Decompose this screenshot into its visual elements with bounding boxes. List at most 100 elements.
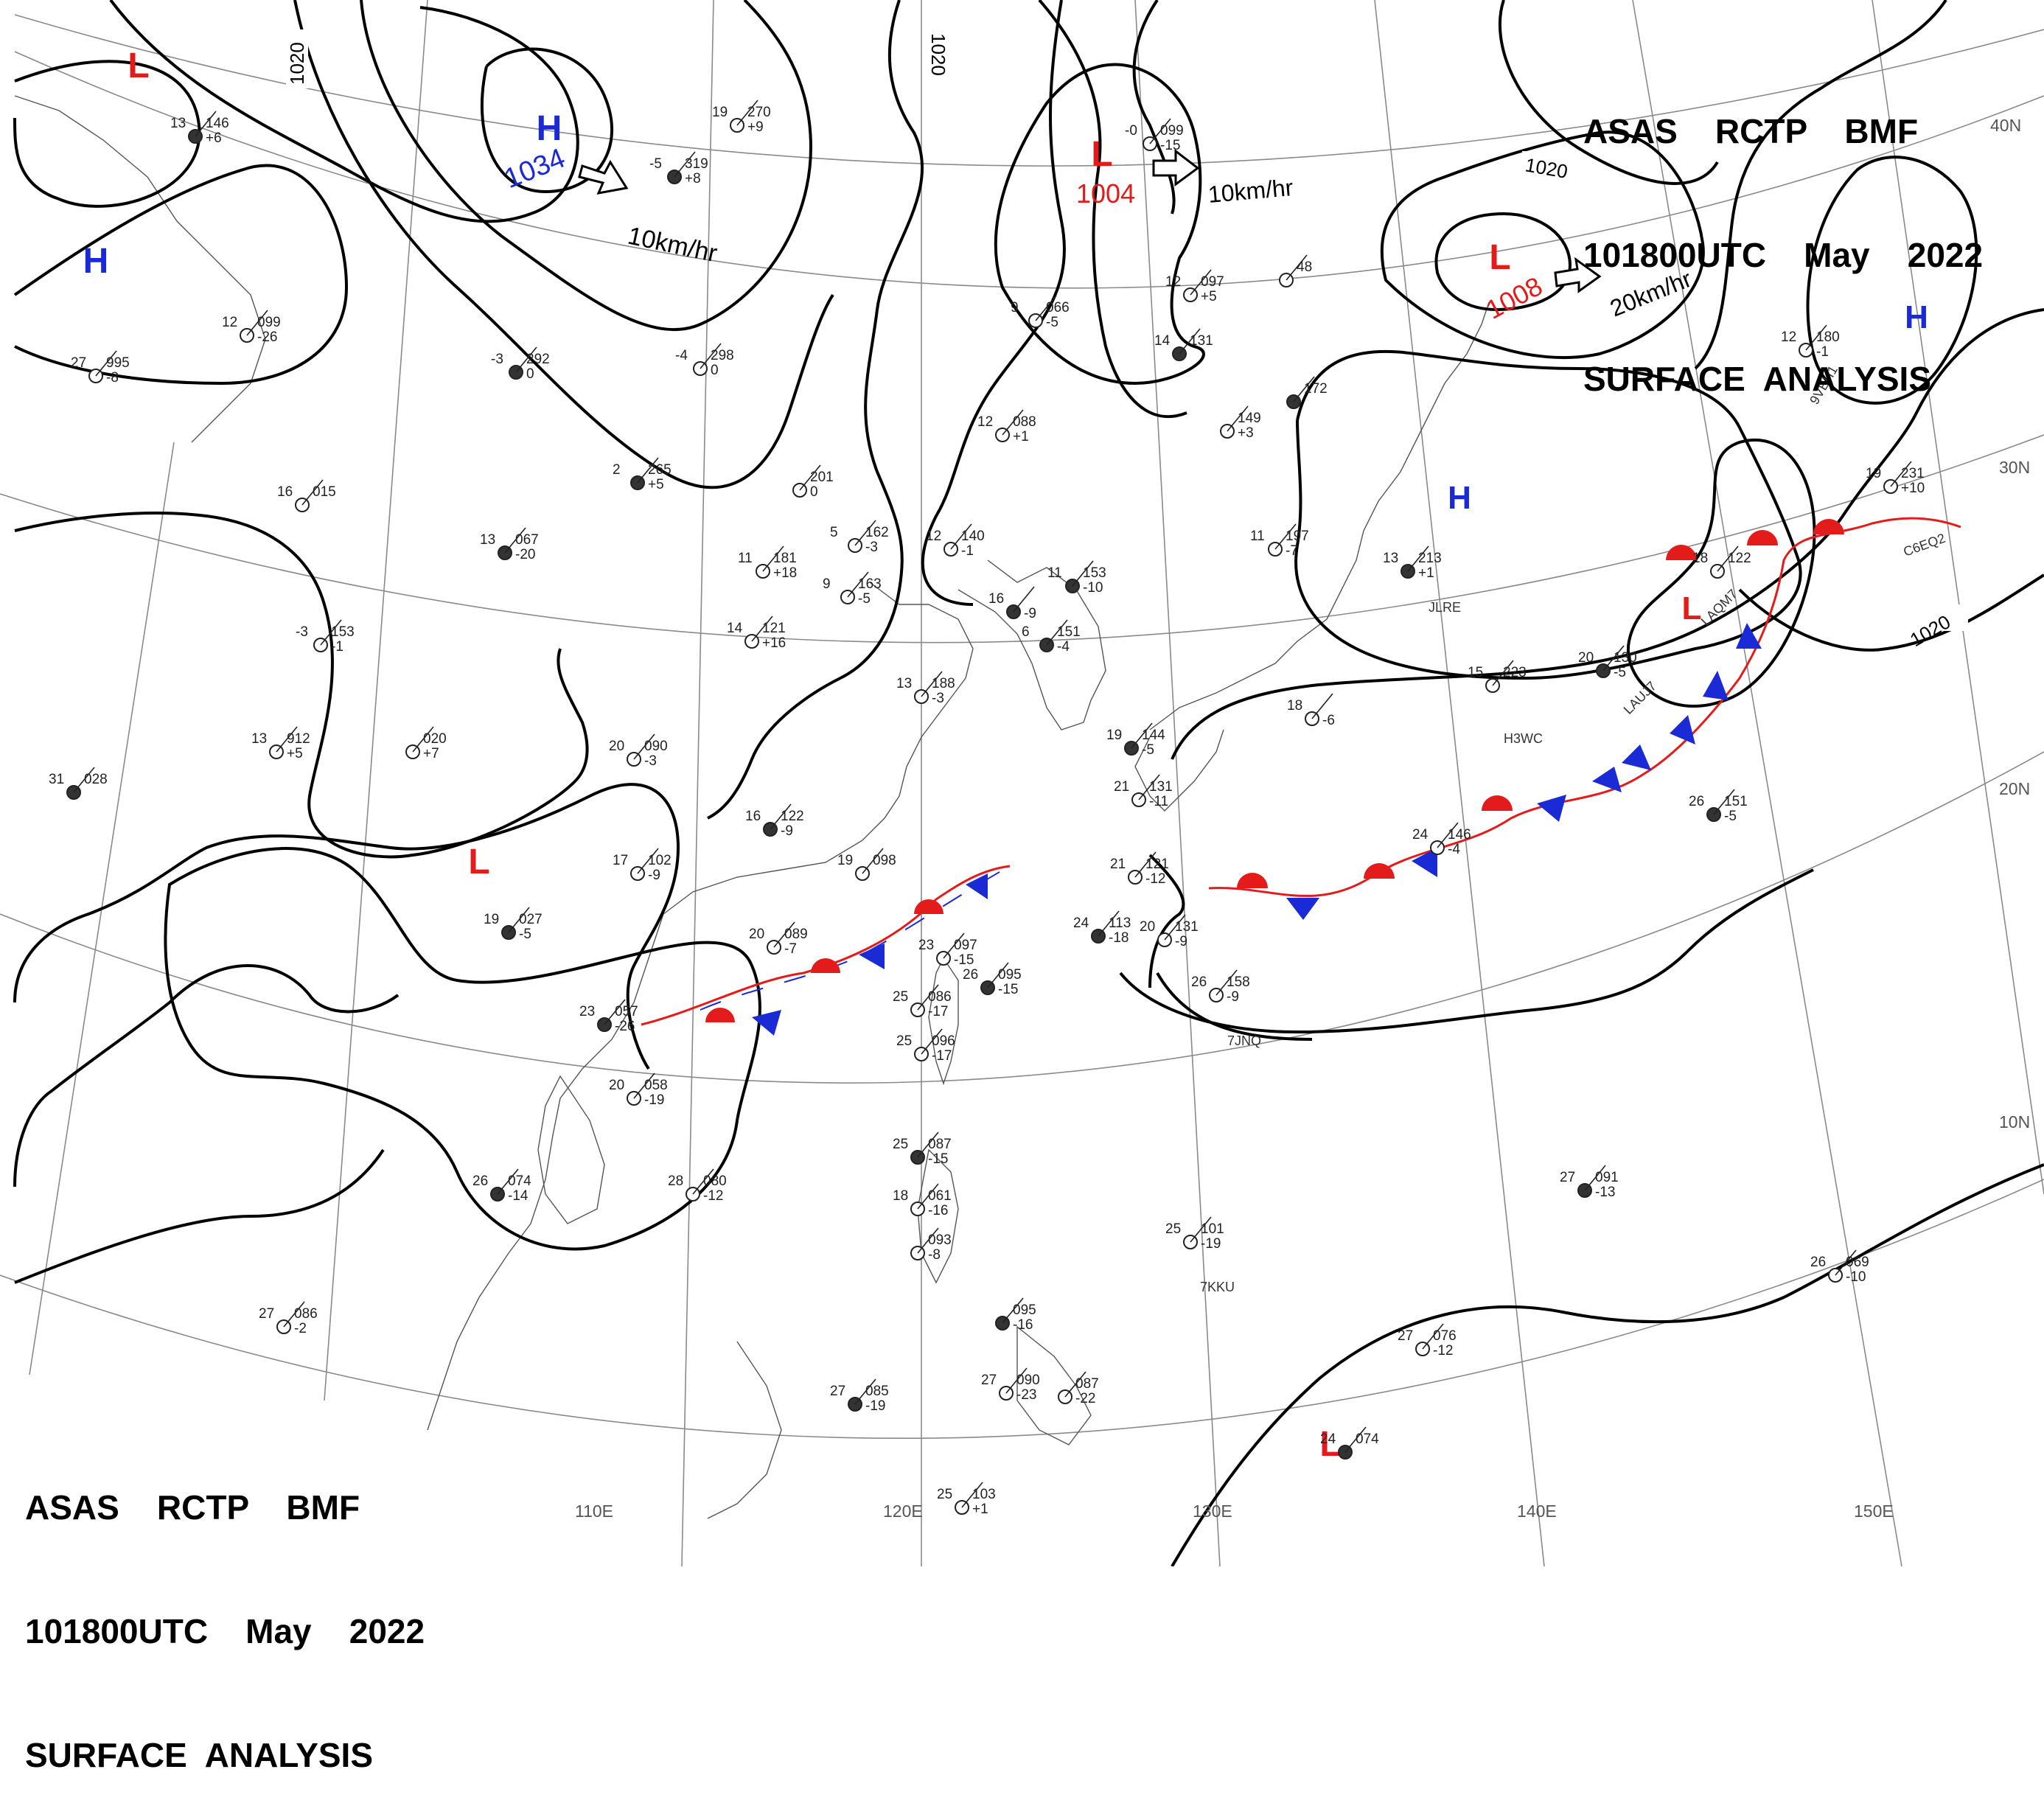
low-center-value: 1004 (1076, 178, 1135, 209)
wind-barb-icon (917, 1183, 939, 1210)
station-pressure: 144 (1142, 728, 1165, 743)
front-warm-arc (705, 1008, 735, 1022)
front-warm-arc (1364, 863, 1395, 879)
header-line-2: 101800UTC May 2022 (25, 1612, 425, 1650)
station-pressure: 087 (928, 1137, 952, 1152)
front-warm-arc (1666, 545, 1697, 560)
station-pressure: 074 (1356, 1431, 1379, 1447)
station-plot: 12 097+5 (1165, 269, 1224, 304)
station-temperature: 26 (1810, 1255, 1826, 1270)
station-temperature: 24 (1320, 1431, 1336, 1447)
wind-barb-icon (1805, 324, 1827, 351)
isobar (1171, 1163, 2044, 1566)
isobar (1380, 130, 1705, 360)
wind-barb-icon (1286, 254, 1308, 281)
wind-barb-icon (917, 1131, 939, 1158)
station-pressure: 181 (773, 551, 797, 566)
station-tendency: +6 (206, 130, 222, 146)
station-pressure: 090 (644, 739, 668, 754)
station-temperature: -3 (491, 352, 503, 367)
wind-barb-icon (1437, 822, 1459, 848)
station-temperature: 23 (579, 1004, 595, 1019)
wind-barb-icon (1274, 523, 1297, 550)
station-pressure: 149 (1238, 411, 1261, 426)
station-pressure: 163 (858, 576, 882, 592)
longitude-label: 120E (883, 1502, 923, 1521)
station-pressure: 087 (1075, 1376, 1099, 1392)
station-tendency: -20 (515, 547, 535, 562)
station-temperature: 13 (170, 116, 186, 131)
isobar (13, 783, 680, 1070)
station-pressure: 122 (1728, 551, 1751, 566)
station-pressure: 067 (515, 532, 539, 548)
wind-barb-icon (320, 619, 342, 646)
station-tendency: -1 (331, 639, 343, 655)
station-pressure: 223 (1503, 665, 1527, 680)
ship-id: 7JNQ (1227, 1033, 1261, 1048)
isobar (1148, 854, 1185, 988)
station-plot: 48 (1279, 254, 1312, 287)
wind-barb-icon (847, 571, 869, 598)
coastlines (14, 95, 1490, 1519)
station-plot: 21 121-12 (1110, 851, 1169, 887)
station-tendency: +18 (773, 565, 797, 581)
station-tendency: -10 (1083, 580, 1103, 596)
isobar (921, 0, 1066, 606)
wind-barb-icon (1035, 295, 1057, 321)
station-pressure: 197 (1286, 529, 1309, 544)
front-cold-barb (752, 1010, 781, 1036)
isobar (1626, 439, 1816, 708)
station-temperature: 11 (1250, 529, 1265, 544)
station-temperature: 25 (937, 1487, 952, 1502)
wind-barb-icon (751, 615, 773, 642)
parallel-line (0, 751, 2044, 1084)
high-center-symbol: H (1448, 480, 1471, 516)
wind-barb-icon (773, 921, 795, 948)
station-tendency: -26 (615, 1019, 635, 1034)
wind-barb-icon (283, 1301, 305, 1328)
station-plot: 31 028 (49, 767, 108, 800)
wind-barb-icon (1149, 118, 1171, 144)
station-plot: 16 -9 (988, 586, 1036, 621)
isobar (14, 512, 589, 859)
latitude-label: 20N (1999, 779, 2030, 798)
coastline (14, 95, 266, 443)
station-plot: 095-16 (995, 1297, 1036, 1333)
station-pressure: 102 (648, 853, 672, 868)
wind-barb-icon (943, 932, 965, 959)
station-plot: 020+7 (405, 726, 447, 761)
station-pressure: 058 (644, 1078, 668, 1093)
station-pressure: 089 (784, 927, 808, 942)
station-pressure: 180 (1816, 329, 1840, 345)
station-plot: 20 131-9 (1140, 914, 1199, 949)
station-temperature: 5 (830, 525, 838, 540)
station-tendency: -4 (1057, 639, 1070, 655)
wind-barb-icon (195, 111, 217, 137)
longitude-label: 130E (1193, 1502, 1232, 1521)
station-tendency: -12 (1433, 1343, 1453, 1359)
station-temperature: 14 (727, 621, 743, 636)
station-pressure: 057 (615, 1004, 638, 1019)
station-tendency: -11 (1149, 794, 1168, 809)
station-temperature: 19 (1106, 728, 1122, 743)
station-plot: 19 231+10 (1866, 461, 1925, 496)
station-pressure: 151 (1724, 794, 1748, 809)
station-tendency: -9 (781, 823, 793, 839)
station-tendency: -5 (858, 591, 871, 607)
wind-barb-icon (917, 984, 939, 1011)
isobar (1132, 0, 1176, 215)
station-temperature: 21 (1110, 857, 1126, 872)
graticule (0, 0, 2044, 1566)
chart-header-top: ASAS RCTP BMF 101800UTC May 2022 SURFACE… (1583, 28, 1983, 441)
station-plot: 13 067-20 (480, 527, 539, 562)
station-temperature: 31 (49, 772, 64, 787)
station-pressure: 093 (928, 1232, 952, 1248)
station-tendency: -15 (1160, 138, 1180, 153)
station-plot: 27 086-2 (259, 1301, 318, 1336)
station-tendency: -7 (1286, 543, 1298, 559)
isobar (1038, 0, 1187, 418)
station-temperature: 11 (738, 551, 753, 566)
isobar (1498, 0, 1719, 185)
station-pressure: 103 (972, 1487, 996, 1502)
